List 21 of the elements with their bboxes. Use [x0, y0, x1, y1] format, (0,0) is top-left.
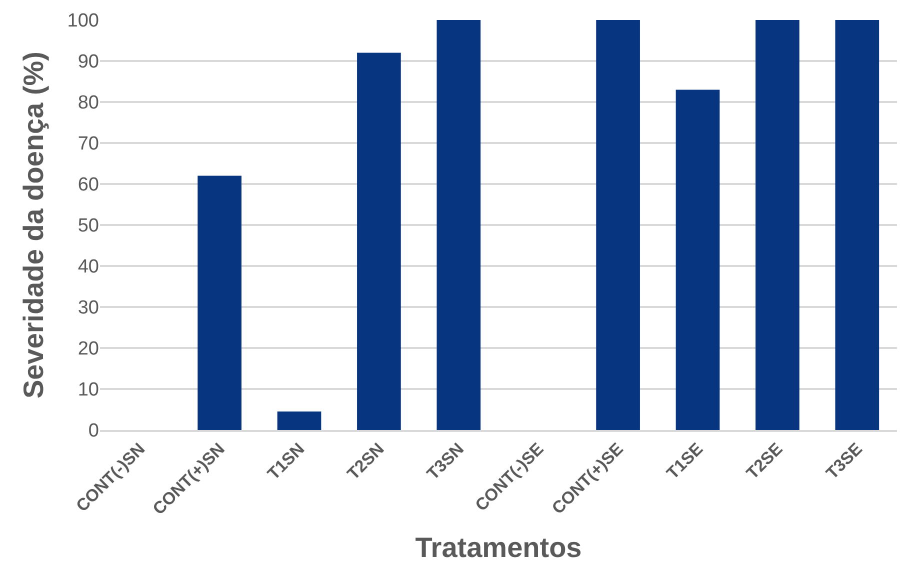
y-tick-label: 20: [78, 338, 99, 360]
bar: [756, 20, 800, 430]
y-tick-label: 60: [78, 174, 99, 196]
y-tick-label: 80: [78, 92, 99, 114]
y-tick-label: 90: [78, 52, 99, 73]
y-tick-label: 50: [78, 216, 99, 237]
y-tick-label: 100: [67, 10, 99, 32]
x-axis-title: Tratamentos: [415, 532, 582, 564]
bar: [198, 176, 242, 430]
y-tick-label: 30: [78, 298, 99, 319]
y-tick-label: 40: [78, 256, 99, 278]
y-tick-label: 10: [78, 380, 99, 401]
bar: [596, 20, 640, 430]
bar: [277, 412, 322, 430]
y-tick-label: 0: [88, 420, 99, 442]
y-tick-label: 70: [78, 134, 99, 155]
bar: [835, 20, 880, 430]
y-axis-title: Severidade da doença (%): [18, 51, 49, 399]
bar: [357, 52, 401, 430]
bar: [436, 20, 481, 430]
bar: [676, 90, 720, 430]
